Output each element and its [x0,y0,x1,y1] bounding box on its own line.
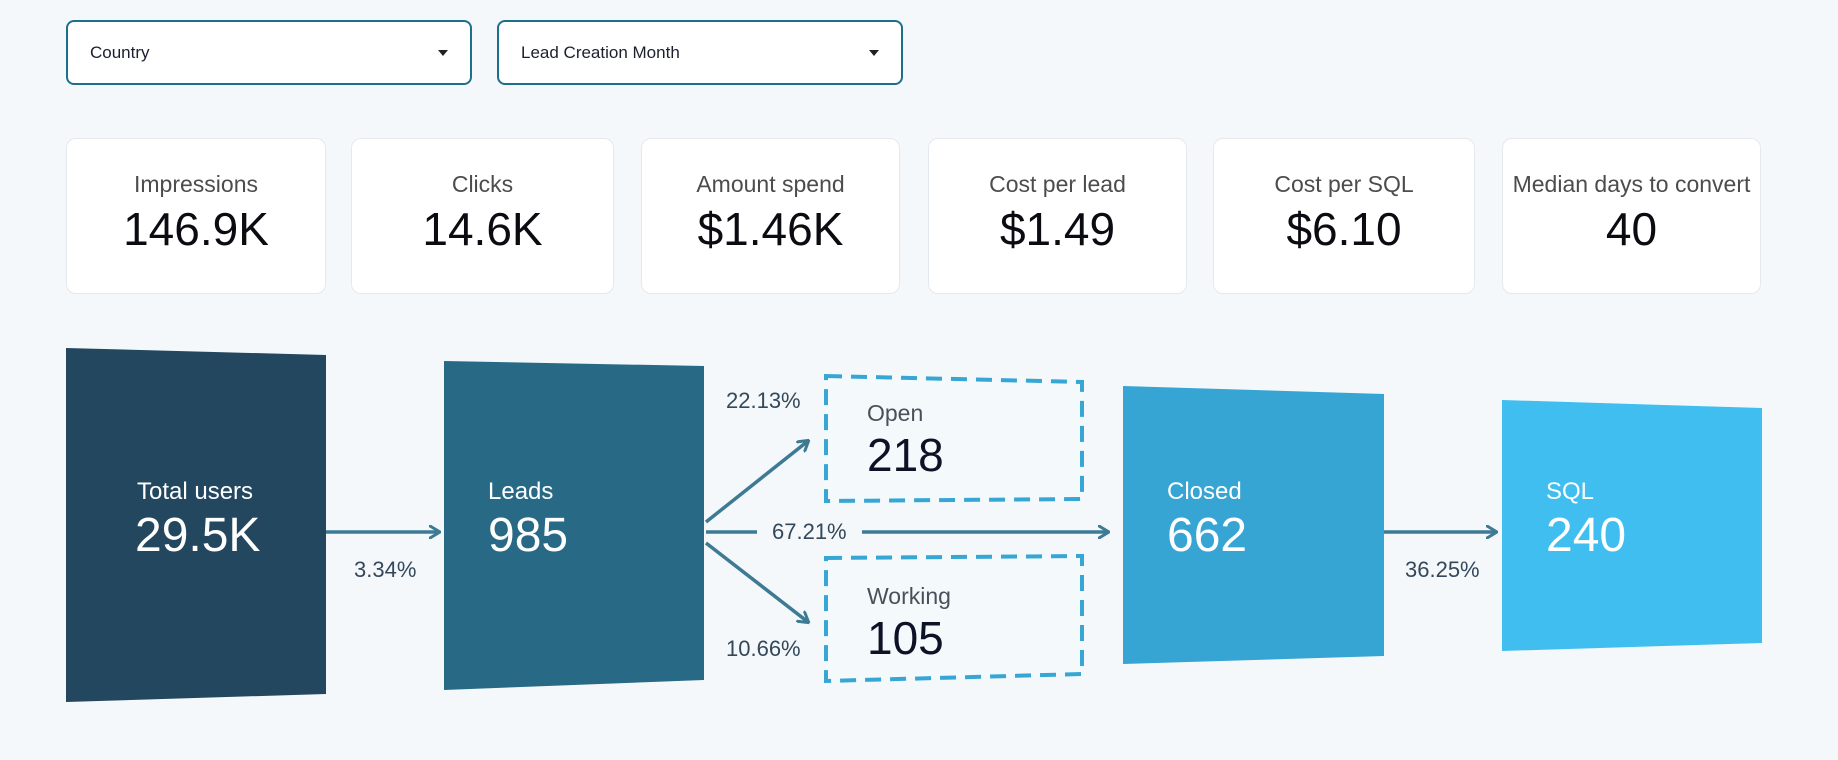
country-filter-dropdown[interactable]: Country [66,20,472,85]
status-value-open: 218 [867,429,944,481]
stage-shape-leads [444,361,704,690]
kpi-value: 146.9K [123,203,269,255]
kpi-card-amount-spend: Amount spend $1.46K [641,138,900,294]
stage-value-sql: 240 [1546,509,1627,562]
arrow-leads-to-working [704,541,808,622]
kpi-card-impressions: Impressions 146.9K [66,138,326,294]
chevron-down-icon [438,49,448,56]
kpi-card-median-days-to-convert: Median days to convert 40 [1502,138,1761,294]
conversion-rate-leads-to-working: 10.66% [726,636,801,661]
conversion-rate-leads-to-closed: 67.21% [772,519,847,544]
stage-label-closed: Closed [1167,478,1242,505]
stage-value-leads: 985 [488,509,569,562]
arrow-leads-to-open [704,441,808,524]
kpi-value: $1.49 [999,203,1116,255]
lead-creation-month-filter-dropdown[interactable]: Lead Creation Month [497,20,903,85]
kpi-label: Cost per SQL [1274,171,1414,197]
conversion-rate-leads-to-open: 22.13% [726,388,801,413]
country-filter-label: Country [90,42,150,62]
kpi-value: 14.6K [422,203,543,255]
stage-shape-total-users [66,348,326,702]
kpi-card-cost-per-sql: Cost per SQL $6.10 [1213,138,1475,294]
stage-shape-sql [1502,400,1762,651]
kpi-label: Clicks [451,171,514,197]
conversion-rate-users-to-leads: 3.34% [354,557,417,582]
stage-shape-closed [1123,386,1384,664]
stage-label-leads: Leads [488,478,554,505]
stage-value-total-users: 29.5K [135,509,261,562]
kpi-label: Median days to convert [1512,171,1751,197]
chevron-down-icon [869,49,879,56]
lead-creation-month-filter-label: Lead Creation Month [521,42,680,62]
kpi-card-clicks: Clicks 14.6K [351,138,614,294]
kpi-value: 40 [1605,203,1658,255]
status-value-working: 105 [867,612,944,664]
status-box-working [824,553,1084,684]
kpi-label: Impressions [134,171,258,197]
status-label-open: Open [867,400,924,426]
conversion-rate-closed-to-sql: 36.25% [1405,557,1480,582]
kpi-label: Cost per lead [989,171,1126,197]
stage-value-closed: 662 [1167,509,1248,562]
stage-label-total-users: Total users [137,478,254,505]
stage-label-sql: SQL [1546,478,1595,505]
status-label-working: Working [867,583,951,609]
kpi-card-cost-per-lead: Cost per lead $1.49 [928,138,1187,294]
status-box-open [824,373,1084,504]
kpi-label: Amount spend [696,171,845,197]
kpi-value: $6.10 [1286,203,1402,255]
kpi-value: $1.46K [697,203,844,255]
